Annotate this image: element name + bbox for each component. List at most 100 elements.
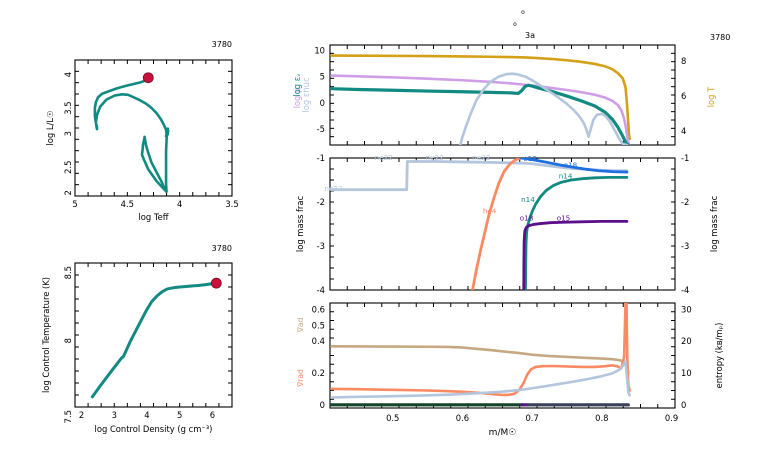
abundance-curve-label-ne22-3: ne22 (472, 153, 490, 162)
abundance-left-ytick: -3 (317, 241, 325, 251)
gradient-right-ytick: 0 (681, 400, 686, 410)
gradient-xlabel: m/M☉ (489, 428, 517, 438)
burn-left-ytick: 0 (320, 98, 325, 108)
trho-ytick: 8.5 (63, 266, 73, 279)
hr-ytick: 2 (63, 190, 73, 195)
hr-track (93, 76, 170, 194)
abundance-curve-label-he4-8: he4 (483, 207, 497, 216)
central-trho-panel: 3780 2 3 4 5 6 8.5 8 7.5 log Control Density (g c… (41, 244, 233, 434)
abundance-ylabel-right: log mass frac (709, 195, 719, 252)
burn-curve-log-mu (330, 74, 631, 145)
gradient-left-ytick: 0.6 (312, 304, 325, 314)
burn-plot-frame (329, 44, 676, 146)
hr-ylabel: log L/L☉ (45, 110, 55, 145)
abundance-right-ytick: -4 (681, 285, 689, 295)
abundance-curve-o18-purple (522, 219, 629, 290)
abundance-curve-label-o15-10: o15 (557, 213, 571, 222)
gradient-right-ytick: 30 (681, 304, 692, 314)
gradient-label-grad-rad: ∇rad (296, 369, 305, 388)
burn-annotation-o2: o (513, 21, 517, 28)
gradient-xtick: 0.6 (456, 413, 469, 423)
abundance-ylabel-left: log mass frac (295, 195, 305, 252)
hr-ytick: 2.5 (63, 161, 73, 174)
abundance-curve-label-ne22-1: ne22 (375, 153, 393, 162)
abundance-right-ytick: -3 (681, 241, 689, 251)
abundance-curve-ne22 (330, 160, 629, 192)
gradient-xtick: 0.9 (665, 413, 678, 423)
burn-right-label-logT: log T (706, 86, 716, 107)
hr-current-model-marker (142, 72, 154, 84)
trho-ylabel: log Control Temperature (K) (41, 277, 51, 393)
trho-ytick: 7.5 (63, 410, 73, 423)
trho-xtick: 5 (177, 410, 182, 420)
burn-model-number: 3780 (710, 33, 730, 42)
burn-left-label-epsnuc: log εnuc (301, 77, 311, 113)
hr-model-number: 3780 (212, 40, 232, 49)
trho-xtick: 6 (210, 410, 215, 420)
burn-curve-log-eps-nu (330, 83, 630, 145)
gradient-entropy-panel: 0.6 0.5 0.4 0.2 0 30 20 10 0 ∇ad ∇rad entropy (kʙ/m… (296, 302, 724, 438)
gradient-xtick: 0.7 (525, 413, 538, 423)
abundance-curve-label-ne22-0: ne22 (324, 184, 342, 193)
burn-right-ytick: 8 (681, 56, 686, 66)
hr-diagram-panel: 3780 5 4.5 4 3.5 4 3.5 3 2.5 2 log Teff log L/L☉ (45, 40, 239, 222)
abundance-curve-label-ne22-2: ne22 (425, 153, 443, 162)
trho-xtick: 3 (112, 410, 117, 420)
hr-xtick: 5 (72, 199, 77, 209)
hr-ytick: 4 (63, 72, 73, 77)
burn-left-ytick: -5 (317, 124, 325, 134)
hr-xlabel: log Teff (138, 212, 168, 222)
trho-current-model-marker (210, 277, 222, 289)
trho-xtick: 2 (79, 410, 84, 420)
trho-ytick: 8 (63, 338, 73, 343)
trho-model-number: 3780 (212, 244, 232, 253)
hr-ytick: 3.5 (63, 101, 73, 114)
abundance-curve-he4 (471, 158, 522, 290)
gradient-label-grad-ad: ∇ad (296, 318, 305, 334)
gradient-left-ytick: 0.4 (312, 336, 325, 346)
hr-ytick: 3 (63, 131, 73, 136)
trho-xtick: 4 (144, 410, 149, 420)
gradient-right-ytick: 20 (681, 336, 692, 346)
gradient-xtick: 0.5 (386, 413, 399, 423)
trho-xlabel: log Control Density (g cm⁻³) (95, 424, 213, 434)
gradient-curve-grad-ad (330, 344, 630, 375)
burn-left-label-epsnu: log εᵥ (292, 73, 302, 96)
abundance-right-ytick: -2 (681, 197, 689, 207)
trho-track (90, 281, 218, 399)
gradient-right-label-entropy: entropy (kʙ/mₚ) (714, 323, 724, 389)
abundance-curve-label-n14-6: n14 (521, 195, 535, 204)
abundance-left-ytick: -4 (317, 285, 325, 295)
burn-annotation-3a: 3a (525, 31, 535, 40)
gradient-left-ytick: 0.5 (312, 320, 325, 330)
abundance-left-ytick: -1 (317, 153, 325, 163)
gradient-right-ytick: 10 (681, 368, 692, 378)
abundance-right-ytick: -1 (681, 153, 689, 163)
hr-xtick: 4.5 (121, 199, 134, 209)
gradient-curve-grad-rad (330, 303, 631, 397)
abundance-curve-label-o18-4: o18 (523, 154, 537, 163)
gradient-left-ytick: 0 (320, 400, 325, 410)
gradient-xtick: 0.8 (595, 413, 608, 423)
burn-left-label-mu: log μ (292, 87, 302, 108)
abundance-curve-o18-blue (519, 158, 629, 174)
burn-right-ytick: 6 (681, 91, 686, 101)
burn-left-ytick: 10 (314, 45, 325, 55)
abundance-curve-label-n14-7: n14 (559, 171, 573, 180)
gradient-left-ytick: 0.2 (312, 368, 325, 378)
abundance-curve-label-o18-5: o18 (564, 160, 578, 169)
burn-curve-log-T (330, 54, 631, 141)
gradient-curve-entropy (330, 360, 631, 399)
abundance-profile-panel: -1 -1 -2 -2 -3 -3 -4 -4 log mass frac log mass fr… (295, 153, 719, 295)
abundance-left-ytick: -2 (317, 197, 325, 207)
hr-xtick: 4 (177, 199, 182, 209)
abundance-curve-label-o18-9: o18 (520, 213, 534, 222)
burn-left-ytick: 5 (320, 72, 325, 82)
burn-curve-log-eps-nuc (459, 72, 629, 145)
abundance-curve-n14 (524, 175, 629, 290)
burn-right-ytick: 4 (681, 126, 686, 136)
burn-annotation-o1: o (521, 9, 525, 16)
